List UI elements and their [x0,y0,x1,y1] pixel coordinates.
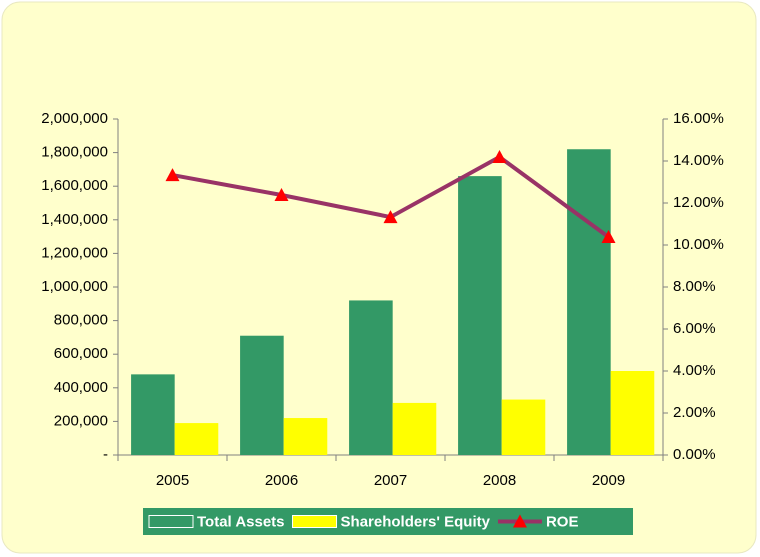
x-tick-label: 2006 [265,472,298,489]
marker [274,188,289,202]
x-tick-label: 2008 [483,472,516,489]
bar [501,399,546,455]
legend-box [143,508,633,535]
legend-label: ROE [546,513,579,530]
y2-tick-label: 2.00% [673,404,716,421]
bar [174,423,219,455]
x-tick-label: 2007 [374,472,407,489]
bar [240,335,284,455]
bar [392,402,437,455]
y2-tick-label: 10.00% [673,236,724,253]
bar [131,374,175,455]
marker [165,168,180,182]
y2-tick-label: 6.00% [673,320,716,337]
x-tick-label: 2005 [156,472,189,489]
y2-tick-label: 0.00% [673,446,716,463]
y-tick-label: 400,000 [54,379,108,396]
y2-tick-label: 14.00% [673,152,724,169]
y2-tick-label: 4.00% [673,362,716,379]
legend-label: Shareholders' Equity [341,513,491,530]
marker [492,150,507,164]
y-tick-label: 1,000,000 [41,278,108,295]
legend-label: Total Assets [197,513,285,530]
y-tick-label: 1,400,000 [41,211,108,228]
legend-marker [512,514,527,528]
y-tick-label: 1,200,000 [41,244,108,261]
y-tick-label: 2,000,000 [41,110,108,127]
y2-tick-label: 12.00% [673,194,724,211]
legend-swatch [292,515,338,528]
y-tick-label: - [103,446,108,463]
marker [383,210,398,224]
y2-tick-label: 8.00% [673,278,716,295]
bar [283,418,328,455]
y-tick-label: 800,000 [54,312,108,329]
legend-swatch [148,515,194,528]
bar [610,371,655,455]
y-tick-label: 600,000 [54,345,108,362]
y2-tick-label: 16.00% [673,110,724,127]
y-tick-label: 1,800,000 [41,144,108,161]
y-tick-label: 200,000 [54,412,108,429]
bar [567,149,611,456]
bar [458,176,502,455]
y-tick-label: 1,600,000 [41,177,108,194]
bar [349,300,393,455]
x-tick-label: 2009 [592,472,625,489]
marker [601,230,616,244]
